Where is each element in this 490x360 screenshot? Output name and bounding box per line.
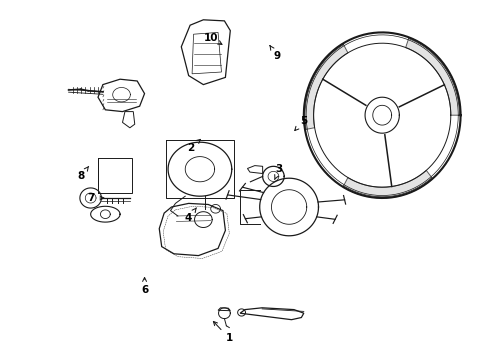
Text: 5: 5 [295,116,307,131]
Polygon shape [343,170,433,198]
Bar [98,158,132,193]
Text: 2: 2 [188,139,200,153]
Text: 6: 6 [141,278,148,295]
Text: 1: 1 [214,321,233,343]
Text: 8: 8 [77,166,89,181]
Text: 4: 4 [185,208,196,223]
Text: 3: 3 [274,164,283,180]
Text: 7: 7 [87,193,104,203]
Polygon shape [406,37,461,115]
Text: 10: 10 [203,33,222,44]
Polygon shape [304,44,348,130]
Text: 9: 9 [270,46,280,61]
